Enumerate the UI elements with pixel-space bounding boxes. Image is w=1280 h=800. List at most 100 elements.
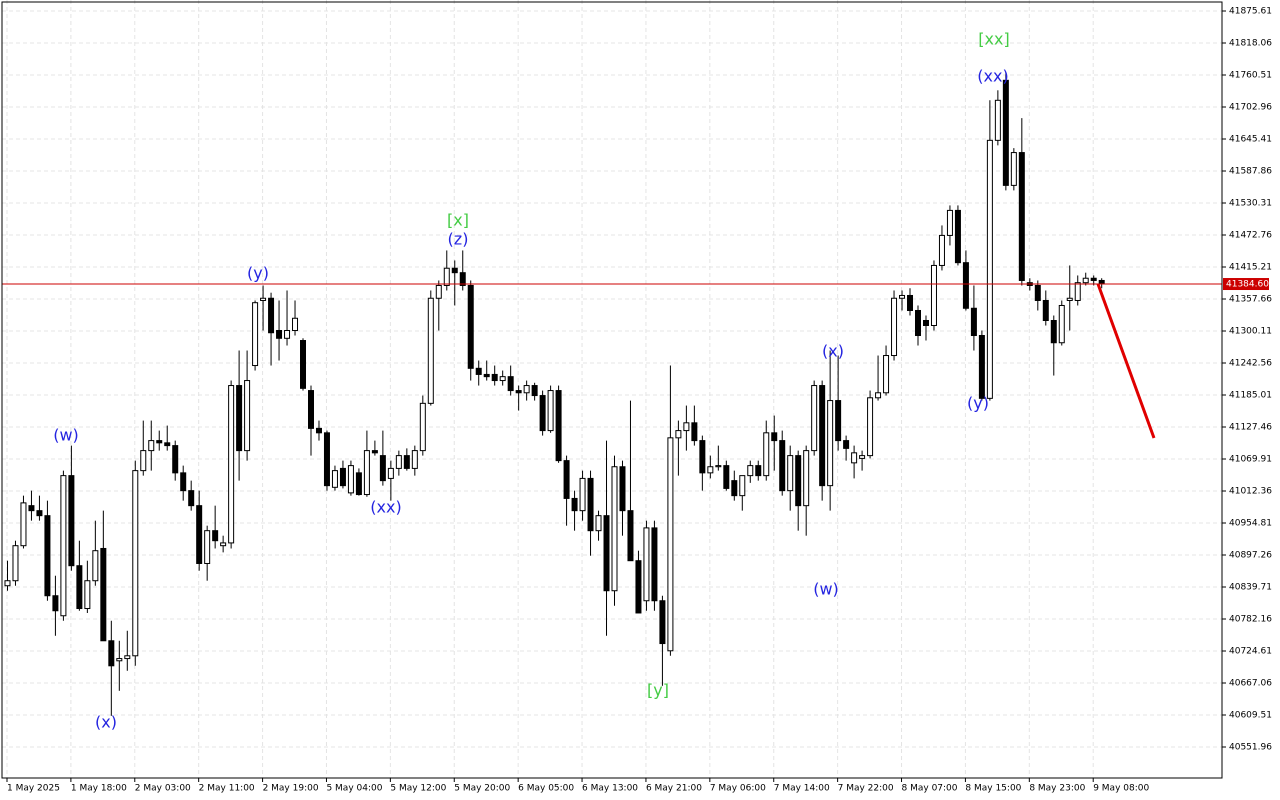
candle-body xyxy=(683,422,690,432)
candle-body xyxy=(723,465,730,489)
candle-body xyxy=(220,542,227,547)
candle-body xyxy=(819,385,826,487)
candle-body xyxy=(707,466,714,474)
candle-body xyxy=(108,640,115,667)
candle-body xyxy=(124,655,131,660)
candle-body xyxy=(60,475,67,617)
y-tick-label: 41818.06 xyxy=(1229,39,1272,49)
candle-body xyxy=(827,400,834,487)
candle-body xyxy=(268,297,275,334)
wave-label: (xx) xyxy=(370,498,401,517)
candle-body xyxy=(371,450,378,454)
wave-label: (x) xyxy=(95,713,117,732)
candle-body xyxy=(164,442,171,447)
candle-body xyxy=(36,510,43,517)
y-tick-label: 41472.76 xyxy=(1229,231,1272,241)
candle-body xyxy=(1098,279,1105,285)
candle-body xyxy=(92,550,99,582)
candle-body xyxy=(835,400,842,442)
candle-body xyxy=(204,530,211,564)
y-tick-label: 40724.61 xyxy=(1229,646,1272,656)
candle-body xyxy=(699,440,706,474)
y-tick-label: 41242.56 xyxy=(1229,358,1272,368)
wave-label: (xx) xyxy=(977,67,1008,86)
y-tick-label: 41702.96 xyxy=(1229,103,1272,113)
candle-body xyxy=(339,467,346,487)
candle-body xyxy=(587,477,594,532)
candle-body xyxy=(659,600,666,645)
candle-body xyxy=(1082,277,1089,284)
candle-body xyxy=(843,440,850,449)
candle-body xyxy=(771,432,778,442)
candle-body xyxy=(954,209,961,264)
y-tick-label: 41760.51 xyxy=(1229,71,1272,81)
x-tick-label: 5 May 04:00 xyxy=(326,784,382,794)
candle-body xyxy=(355,472,362,496)
x-tick-label: 5 May 12:00 xyxy=(390,784,446,794)
candle-body xyxy=(427,297,434,404)
current-price-label: 41384.60 xyxy=(1226,280,1269,290)
candle-body xyxy=(28,505,35,512)
candle-body xyxy=(547,390,554,432)
candle-body xyxy=(994,99,1001,141)
candle-body xyxy=(315,427,322,434)
candle-body xyxy=(851,452,858,464)
forecast-arrow xyxy=(1096,283,1156,439)
candle-body xyxy=(507,376,514,392)
x-tick-label: 7 May 22:00 xyxy=(838,784,894,794)
plot-frame xyxy=(1,1,1223,779)
candle-body xyxy=(803,450,810,507)
wave-label: [x] xyxy=(447,211,469,230)
candle-body xyxy=(962,262,969,309)
candle-body xyxy=(4,580,11,587)
candle-body xyxy=(1066,297,1073,301)
candle-body xyxy=(331,470,338,488)
candle-body xyxy=(914,309,921,337)
y-tick-label: 41185.01 xyxy=(1229,390,1272,400)
candle-body xyxy=(867,397,874,457)
candle-body xyxy=(363,450,370,496)
candle-body xyxy=(978,335,985,399)
wave-label: (w) xyxy=(53,426,79,445)
candle-body xyxy=(244,380,251,452)
candle-body xyxy=(899,294,906,299)
candle-body xyxy=(595,515,602,532)
x-tick-label: 8 May 15:00 xyxy=(965,784,1021,794)
candle-body xyxy=(276,330,283,339)
candle-body xyxy=(100,547,107,642)
candle-body xyxy=(483,373,490,378)
candle-body xyxy=(116,658,123,662)
candle-body xyxy=(467,284,474,369)
wave-label: (y) xyxy=(967,394,989,413)
candle-body xyxy=(515,390,522,394)
candle-body xyxy=(292,317,299,332)
x-tick-label: 6 May 13:00 xyxy=(582,784,638,794)
x-tick-label: 6 May 05:00 xyxy=(518,784,574,794)
candle-body xyxy=(1018,152,1025,281)
y-tick-label: 41357.66 xyxy=(1229,295,1272,305)
candle-body xyxy=(715,465,722,468)
candle-body xyxy=(930,264,937,327)
x-tick-label: 8 May 23:00 xyxy=(1029,784,1085,794)
candle-body xyxy=(140,450,147,472)
candle-body xyxy=(443,267,450,286)
x-tick-label: 8 May 07:00 xyxy=(902,784,958,794)
candle-body xyxy=(907,294,914,311)
candle-body xyxy=(731,480,738,497)
y-tick-label: 41012.36 xyxy=(1229,486,1272,496)
candle-body xyxy=(12,545,19,582)
candle-body xyxy=(307,390,314,429)
candle-body xyxy=(667,437,674,652)
candle-body xyxy=(52,595,59,612)
y-tick-label: 40667.06 xyxy=(1229,678,1272,688)
candle-body xyxy=(571,497,578,512)
candle-body xyxy=(403,455,410,469)
candle-body xyxy=(419,402,426,452)
candle-body xyxy=(491,373,498,382)
candle-body xyxy=(1050,319,1057,344)
candle-body xyxy=(284,330,291,339)
candle-body xyxy=(459,272,466,286)
candle-body xyxy=(76,565,83,610)
